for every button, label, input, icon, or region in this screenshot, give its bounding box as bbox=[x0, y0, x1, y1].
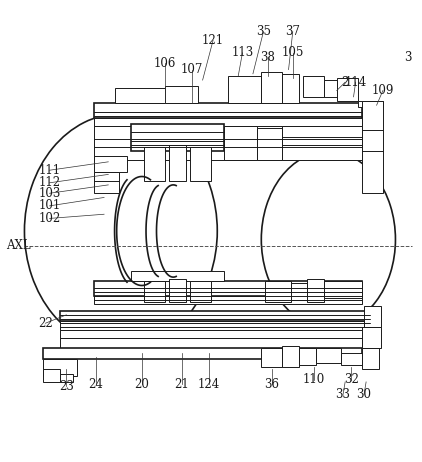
Text: 38: 38 bbox=[260, 50, 275, 63]
Bar bbox=[364, 306, 381, 328]
Text: 23: 23 bbox=[59, 380, 74, 393]
Bar bbox=[282, 126, 362, 160]
Text: 113: 113 bbox=[231, 46, 254, 59]
Bar bbox=[265, 281, 291, 302]
Text: 21: 21 bbox=[174, 377, 189, 390]
Text: 107: 107 bbox=[181, 63, 203, 76]
Text: 20: 20 bbox=[134, 377, 149, 390]
Text: 35: 35 bbox=[256, 25, 271, 38]
Bar bbox=[362, 328, 381, 348]
Bar bbox=[316, 348, 341, 363]
Bar bbox=[43, 369, 60, 382]
Bar bbox=[337, 78, 358, 101]
Bar bbox=[94, 126, 362, 160]
Text: 101: 101 bbox=[38, 199, 61, 213]
Bar bbox=[324, 80, 337, 97]
Text: 110: 110 bbox=[303, 373, 325, 386]
Text: 30: 30 bbox=[357, 388, 371, 401]
Bar bbox=[261, 348, 282, 367]
Bar bbox=[94, 172, 119, 193]
Text: 32: 32 bbox=[344, 373, 359, 386]
Bar bbox=[224, 126, 257, 160]
Bar bbox=[94, 156, 127, 172]
Bar bbox=[324, 281, 362, 298]
Bar bbox=[299, 348, 316, 365]
Bar bbox=[228, 76, 261, 103]
Bar bbox=[94, 296, 362, 304]
Text: 33: 33 bbox=[335, 388, 351, 401]
Bar bbox=[169, 279, 186, 302]
Bar bbox=[144, 147, 165, 181]
Text: 3: 3 bbox=[404, 50, 412, 63]
Bar bbox=[282, 346, 299, 367]
Text: 36: 36 bbox=[264, 377, 279, 390]
Bar bbox=[261, 72, 282, 103]
Text: 121: 121 bbox=[202, 34, 224, 47]
Text: 37: 37 bbox=[285, 25, 300, 38]
Text: 124: 124 bbox=[198, 377, 220, 390]
Bar bbox=[257, 128, 282, 160]
Text: 2: 2 bbox=[341, 76, 349, 89]
Text: 102: 102 bbox=[38, 212, 61, 225]
Text: 112: 112 bbox=[38, 176, 61, 189]
Bar bbox=[291, 283, 307, 300]
Bar bbox=[190, 281, 211, 302]
Bar bbox=[94, 118, 362, 126]
Bar bbox=[144, 281, 165, 302]
Bar bbox=[60, 374, 73, 382]
Text: AXL: AXL bbox=[6, 239, 30, 252]
Bar bbox=[131, 271, 224, 281]
Text: 24: 24 bbox=[88, 377, 103, 390]
Bar bbox=[94, 281, 362, 296]
Bar bbox=[169, 145, 186, 181]
Bar bbox=[165, 86, 198, 103]
Bar bbox=[43, 359, 77, 376]
Bar bbox=[341, 353, 362, 365]
Bar bbox=[43, 348, 362, 359]
Text: 109: 109 bbox=[372, 84, 394, 97]
Text: 103: 103 bbox=[38, 187, 61, 200]
Bar bbox=[60, 310, 370, 321]
Bar bbox=[131, 124, 224, 152]
Bar bbox=[362, 101, 383, 193]
Text: 106: 106 bbox=[154, 57, 176, 70]
Text: 114: 114 bbox=[344, 76, 367, 89]
Bar bbox=[60, 329, 370, 338]
Bar bbox=[60, 321, 370, 329]
Bar bbox=[115, 88, 165, 103]
Bar bbox=[307, 279, 324, 302]
Bar bbox=[60, 338, 362, 348]
Bar bbox=[190, 147, 211, 181]
Text: 22: 22 bbox=[38, 317, 53, 330]
Bar bbox=[362, 348, 379, 369]
Text: 111: 111 bbox=[38, 164, 61, 176]
Bar bbox=[94, 103, 362, 118]
Bar bbox=[303, 76, 324, 97]
Bar bbox=[358, 101, 383, 107]
Text: 105: 105 bbox=[281, 46, 304, 59]
Bar bbox=[282, 74, 299, 103]
